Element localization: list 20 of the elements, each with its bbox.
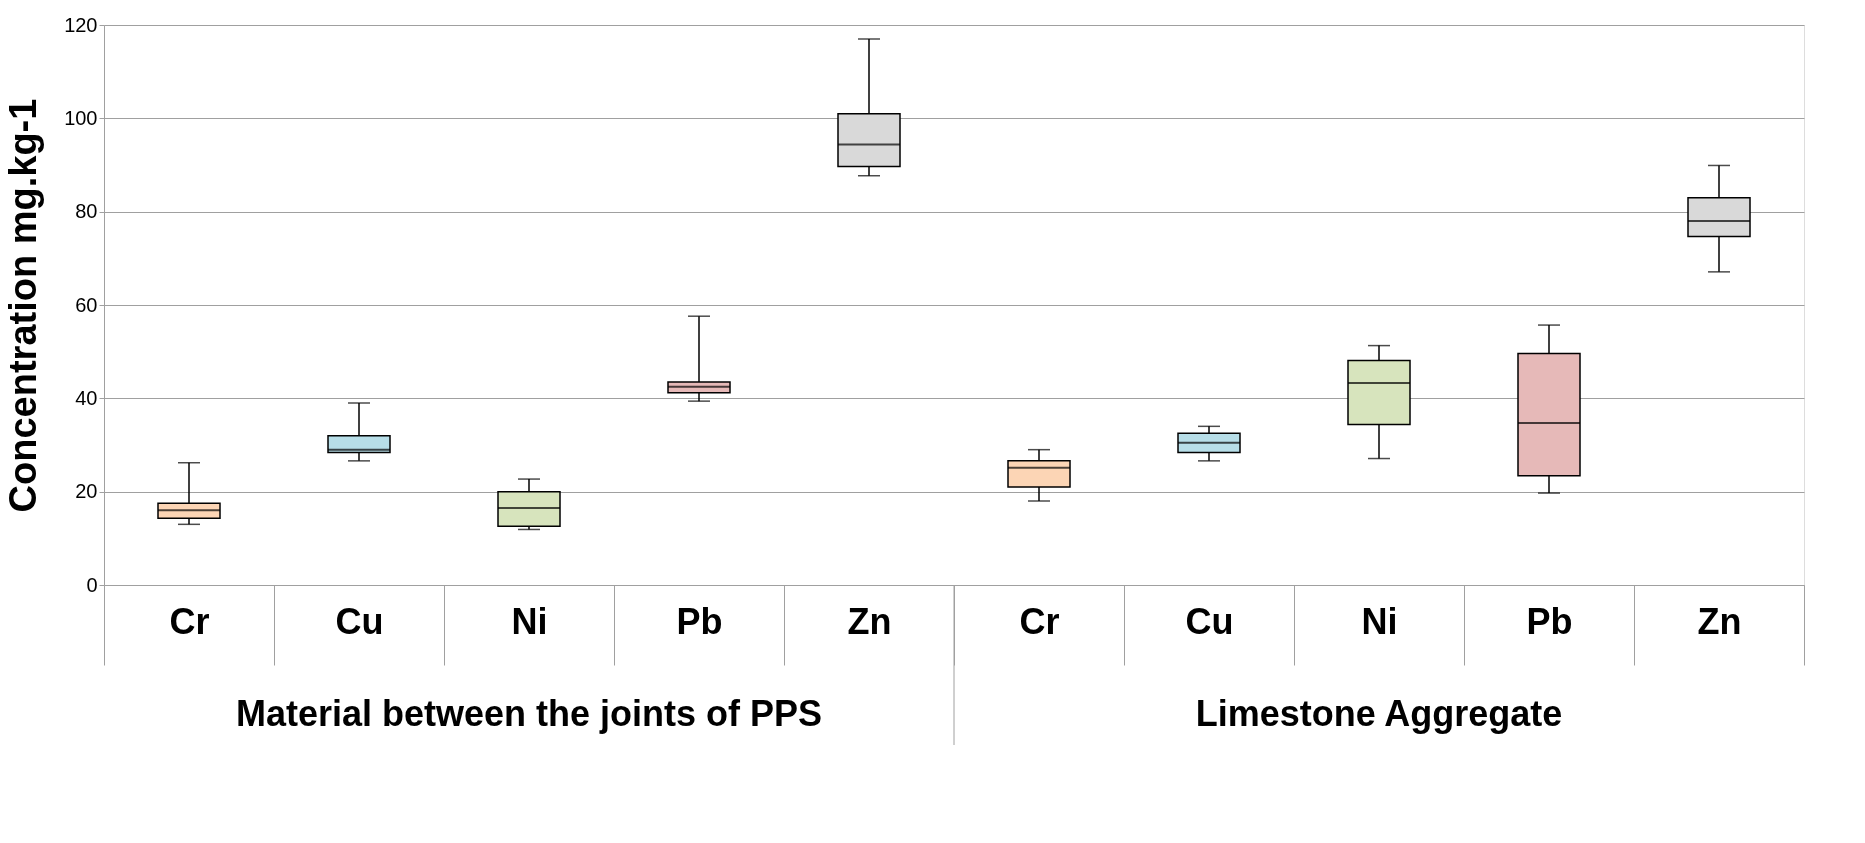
y-tick-label: 20	[75, 480, 98, 503]
x-tick-label: Ni	[511, 600, 548, 642]
x-tick-label: Pb	[1526, 600, 1573, 642]
y-tick-label: 80	[75, 200, 98, 223]
y-tick-label: 60	[75, 293, 98, 316]
x-tick-label: Cu	[1185, 600, 1234, 642]
y-tick-label: 120	[64, 13, 98, 36]
x-tick-label: Pb	[676, 600, 723, 642]
x-tick-label: Zn	[1697, 600, 1742, 642]
y-tick-label: 100	[64, 106, 98, 129]
x-tick-label: Cu	[335, 600, 384, 642]
x-tick-label: Zn	[847, 600, 892, 642]
x-tick-label: Cr	[1019, 600, 1060, 642]
x-tick-label: Ni	[1361, 600, 1398, 642]
x-tick-label: Cr	[169, 600, 210, 642]
text: Limestone Aggregate	[1195, 693, 1563, 734]
text: Material between the joints of PPS	[235, 693, 823, 734]
y-tick-label: 40	[75, 386, 98, 409]
y-axis-title: Concentration mg.kg-1	[2, 98, 45, 513]
y-tick-label: 0	[86, 573, 98, 596]
